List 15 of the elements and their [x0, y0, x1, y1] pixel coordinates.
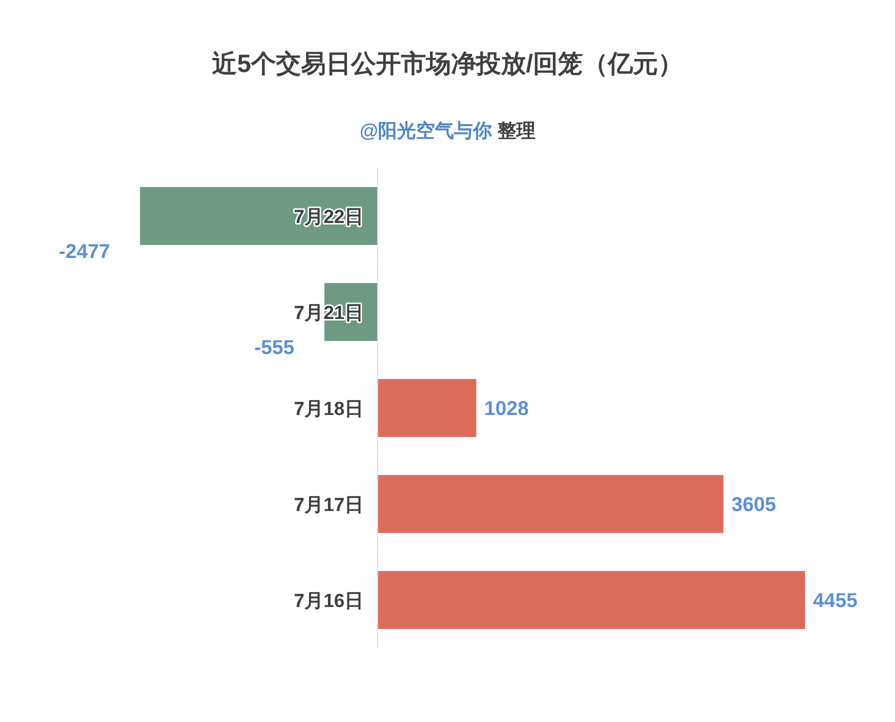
chart-subtitle: @阳光空气与你 整理 — [360, 121, 536, 142]
y-tick-label: 7月18日 — [294, 399, 364, 420]
data-label: -555 — [254, 337, 294, 359]
data-label: 3605 — [731, 494, 776, 516]
bar — [378, 475, 724, 533]
y-tick-label: 7月22日 — [294, 207, 364, 228]
bar — [378, 379, 476, 437]
bar — [140, 187, 378, 245]
data-label: -2477 — [58, 241, 110, 263]
data-label: 4455 — [813, 590, 858, 612]
y-tick-label: 7月17日 — [294, 495, 364, 516]
data-label: 1028 — [484, 398, 529, 420]
chart-title: 近5个交易日公开市场净投放/回笼（亿元） — [211, 48, 684, 80]
y-tick-label: 7月16日 — [294, 591, 364, 612]
bar — [378, 571, 805, 629]
